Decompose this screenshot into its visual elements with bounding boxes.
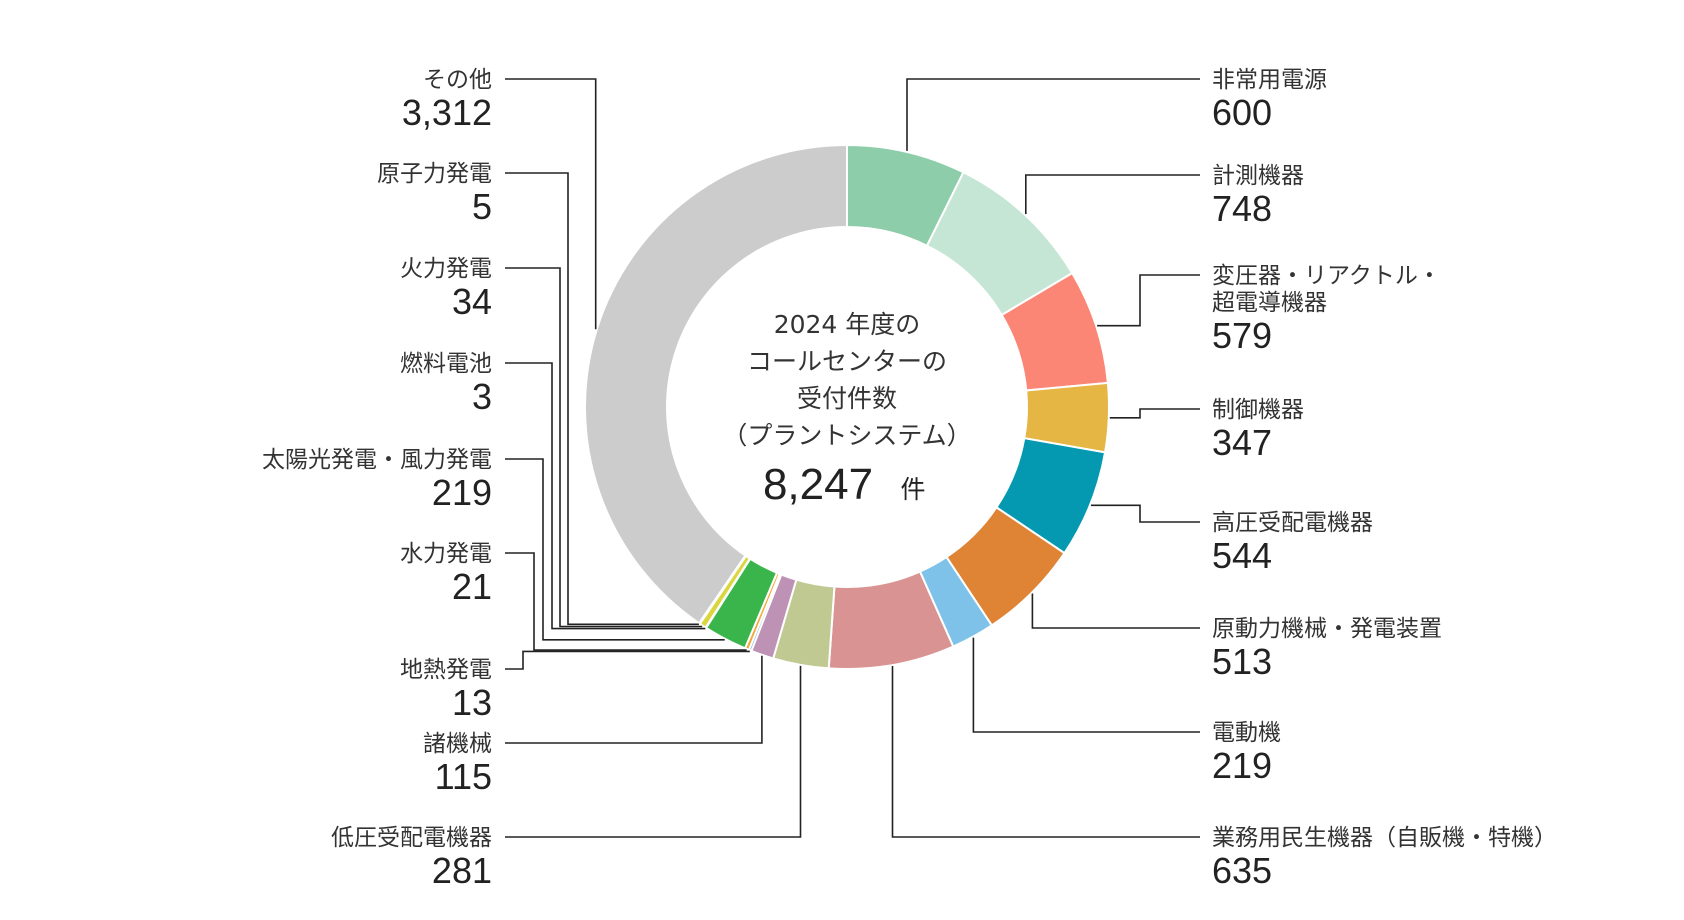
leader-line-3: [1109, 408, 1200, 419]
leader-line-5: [1031, 593, 1200, 629]
slice-label-name-5: 原動力機械・発電装置: [1212, 616, 1442, 642]
slice-label-value-10: 13: [452, 682, 492, 723]
leader-line-16: [505, 78, 597, 330]
slice-label-value-5: 513: [1212, 641, 1272, 682]
center-line-2: コールセンターの: [747, 347, 947, 376]
slice-label-value-1: 748: [1212, 188, 1272, 229]
slice-label-name-15: 原子力発電: [377, 161, 492, 187]
slice-label-name-9: 諸機械: [423, 731, 492, 757]
slice-label-value-3: 347: [1212, 422, 1272, 463]
slice-label-name-1: 計測機器: [1212, 163, 1304, 189]
slice-label-name-6: 電動機: [1212, 720, 1281, 746]
center-line-4: （プラントシステム）: [722, 421, 971, 450]
slice-label-name-12: 太陽光発電・風力発電: [262, 447, 492, 473]
slice-label-value-4: 544: [1212, 535, 1272, 576]
slice-label-value-8: 281: [432, 850, 492, 891]
slice-label-value-14: 34: [452, 281, 492, 322]
leader-line-0: [906, 78, 1200, 151]
slice-label-value-2: 579: [1212, 315, 1272, 356]
slice-label-value-0: 600: [1212, 92, 1272, 133]
center-line-3: 受付件数: [797, 384, 897, 413]
slice-label-name-16: その他: [423, 67, 492, 93]
leader-line-6: [972, 637, 1200, 733]
slice-label-name-2-1: 超電導機器: [1212, 290, 1327, 316]
slice-label-name-10: 地熱発電: [400, 657, 492, 683]
leader-line-2: [1097, 274, 1200, 327]
slice-label-name-4: 高圧受配電機器: [1212, 510, 1373, 536]
slice-label-value-9: 115: [435, 756, 492, 797]
slice-label-name-2-0: 変圧器・リアクトル・: [1212, 263, 1441, 289]
leader-line-11: [505, 552, 747, 651]
slice-label-value-11: 21: [452, 566, 492, 607]
center-total: 8,247: [763, 460, 873, 509]
donut-slices: [584, 143, 1111, 670]
leader-line-4: [1091, 504, 1200, 523]
slice-label-value-16: 3,312: [402, 92, 492, 133]
slice-label-name-0: 非常用電源: [1212, 67, 1327, 93]
leader-lines: [505, 78, 1200, 838]
slice-label-name-8: 低圧受配電機器: [331, 825, 492, 851]
slice-label-value-15: 5: [472, 186, 492, 227]
leader-line-14: [505, 267, 703, 628]
slice-label-value-13: 3: [472, 376, 492, 417]
slice-label-name-7: 業務用民生機器（自販機・特機）: [1212, 825, 1557, 851]
leader-line-9: [505, 655, 763, 744]
slice-label-name-14: 火力発電: [400, 256, 492, 282]
leader-line-13: [505, 362, 706, 630]
leader-line-12: [505, 458, 725, 641]
leader-line-1: [1025, 174, 1200, 215]
leader-line-15: [505, 172, 699, 626]
slice-label-name-13: 燃料電池: [400, 351, 492, 377]
leader-line-7: [891, 666, 1200, 838]
slice-label-value-6: 219: [1212, 745, 1272, 786]
center-unit: 件: [900, 475, 925, 504]
slice-label-name-11: 水力発電: [400, 541, 492, 567]
center-line-1: 2024 年度の: [774, 310, 921, 339]
slice-label-value-7: 635: [1212, 850, 1272, 891]
center-label: 2024 年度の コールセンターの 受付件数 （プラントシステム） 8,247 …: [722, 310, 971, 509]
leader-line-10: [505, 650, 750, 670]
slice-label-name-3: 制御機器: [1212, 397, 1304, 423]
leader-line-8: [505, 665, 802, 838]
slice-16: [584, 143, 848, 625]
slice-label-value-12: 219: [432, 472, 492, 513]
